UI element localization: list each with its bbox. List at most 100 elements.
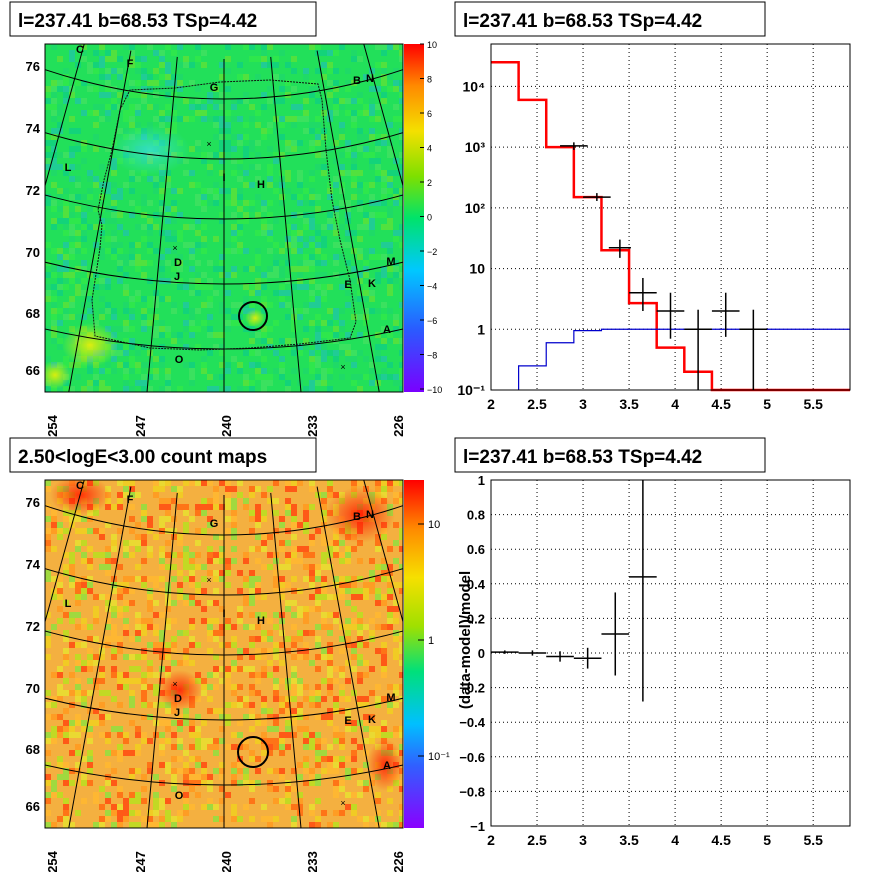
noise-cell	[393, 606, 399, 612]
noise-cell	[375, 648, 381, 654]
noise-cell	[315, 224, 321, 230]
noise-cell	[303, 344, 309, 350]
noise-cell	[147, 320, 153, 326]
noise-cell	[285, 486, 291, 492]
noise-cell	[297, 798, 303, 804]
spectrum-frame	[490, 43, 851, 391]
source-label: K	[368, 278, 376, 290]
noise-cell	[351, 642, 357, 648]
noise-cell	[159, 56, 165, 62]
noise-cell	[99, 296, 105, 302]
noise-cell	[303, 552, 309, 558]
noise-cell	[225, 86, 231, 92]
noise-cell	[279, 774, 285, 780]
noise-cell	[363, 332, 369, 338]
noise-cell	[99, 552, 105, 558]
noise-cell	[279, 374, 285, 380]
noise-cell	[129, 92, 135, 98]
noise-cell	[357, 236, 363, 242]
noise-cell	[153, 374, 159, 380]
noise-cell	[51, 44, 57, 50]
noise-cell	[357, 480, 363, 486]
noise-cell	[357, 188, 363, 194]
noise-cell	[309, 236, 315, 242]
noise-cell	[51, 792, 57, 798]
noise-cell	[135, 362, 141, 368]
noise-cell	[387, 374, 393, 380]
noise-cell	[279, 750, 285, 756]
noise-cell	[387, 732, 393, 738]
noise-cell	[159, 74, 165, 80]
noise-cell	[231, 498, 237, 504]
noise-cell	[231, 516, 237, 522]
noise-cell	[207, 98, 213, 104]
noise-cell	[243, 218, 249, 224]
noise-cell	[285, 780, 291, 786]
noise-cell	[279, 200, 285, 206]
noise-cell	[189, 642, 195, 648]
noise-cell	[123, 588, 129, 594]
noise-cell	[339, 152, 345, 158]
noise-cell	[363, 212, 369, 218]
noise-cell	[207, 798, 213, 804]
noise-cell	[375, 146, 381, 152]
noise-cell	[195, 44, 201, 50]
noise-cell	[87, 558, 93, 564]
noise-cell	[381, 194, 387, 200]
noise-cell	[321, 110, 327, 116]
noise-cell	[369, 618, 375, 624]
noise-cell	[165, 176, 171, 182]
noise-cell	[261, 356, 267, 362]
noise-cell	[153, 600, 159, 606]
noise-cell	[393, 200, 399, 206]
noise-cell	[165, 74, 171, 80]
noise-cell	[225, 744, 231, 750]
noise-cell	[261, 672, 267, 678]
noise-cell	[159, 744, 165, 750]
noise-cell	[135, 56, 141, 62]
colorbar-tick-label: 10	[428, 519, 440, 531]
noise-cell	[219, 188, 225, 194]
noise-cell	[261, 272, 267, 278]
noise-cell	[399, 648, 403, 654]
noise-cell	[381, 242, 387, 248]
noise-cell	[69, 726, 75, 732]
noise-cell	[63, 816, 69, 822]
noise-cell	[201, 606, 207, 612]
noise-cell	[117, 702, 123, 708]
noise-cell	[51, 98, 57, 104]
noise-cell	[183, 780, 189, 786]
noise-cell	[285, 314, 291, 320]
noise-cell	[315, 690, 321, 696]
noise-cell	[225, 672, 231, 678]
noise-cell	[171, 648, 177, 654]
noise-cell	[99, 534, 105, 540]
noise-cell	[105, 50, 111, 56]
noise-cell	[165, 510, 171, 516]
noise-cell	[45, 702, 51, 708]
noise-cell	[75, 140, 81, 146]
noise-cell	[255, 516, 261, 522]
noise-cell	[183, 762, 189, 768]
noise-cell	[87, 720, 93, 726]
noise-cell	[267, 822, 273, 828]
noise-cell	[285, 552, 291, 558]
noise-cell	[357, 332, 363, 338]
noise-cell	[315, 248, 321, 254]
noise-cell	[381, 224, 387, 230]
noise-cell	[189, 570, 195, 576]
noise-cell	[81, 266, 87, 272]
noise-cell	[63, 80, 69, 86]
noise-cell	[345, 576, 351, 582]
noise-cell	[339, 284, 345, 290]
noise-cell	[369, 362, 375, 368]
noise-cell	[357, 278, 363, 284]
noise-cell	[381, 74, 387, 80]
noise-cell	[75, 624, 81, 630]
noise-cell	[291, 612, 297, 618]
noise-cell	[279, 50, 285, 56]
noise-cell	[327, 684, 333, 690]
noise-cell	[123, 480, 129, 486]
noise-cell	[93, 552, 99, 558]
